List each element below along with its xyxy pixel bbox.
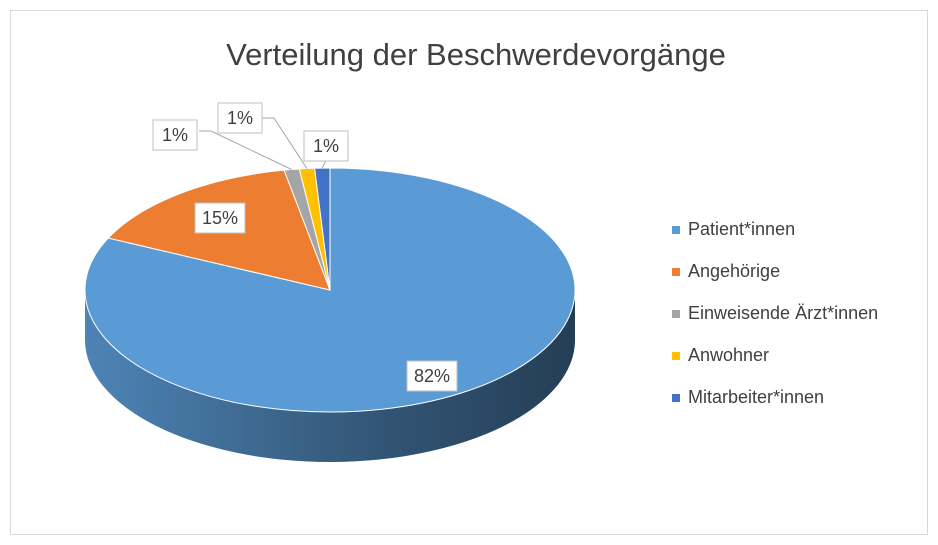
leader-line [199, 130, 292, 170]
legend-label: Mitarbeiter*innen [688, 387, 824, 407]
legend-label: Anwohner [688, 345, 769, 365]
data-label: 1% [313, 136, 339, 156]
data-label: 1% [162, 125, 188, 145]
legend-swatch [672, 352, 680, 360]
legend-label: Einweisende Ärzt*innen [688, 303, 878, 323]
data-label-box [194, 202, 246, 234]
data-label: 82% [414, 366, 450, 386]
legend-swatch [672, 226, 680, 234]
pie-slice [314, 167, 331, 291]
pie-side-shade [85, 290, 575, 462]
legend-label: Angehörige [688, 261, 780, 281]
data-label: 1% [227, 108, 253, 128]
data-label-box [303, 130, 349, 162]
data-label-box [406, 360, 458, 392]
data-label-box [217, 102, 263, 134]
legend-swatch [672, 310, 680, 318]
data-label-box [152, 119, 198, 151]
legend-label: Patient*innen [688, 219, 795, 239]
legend-swatch [672, 268, 680, 276]
leader-line [262, 117, 308, 169]
chart-title: Verteilung der Beschwerdevorgänge [226, 37, 726, 72]
data-label: 15% [202, 208, 238, 228]
legend-swatch [672, 394, 680, 402]
